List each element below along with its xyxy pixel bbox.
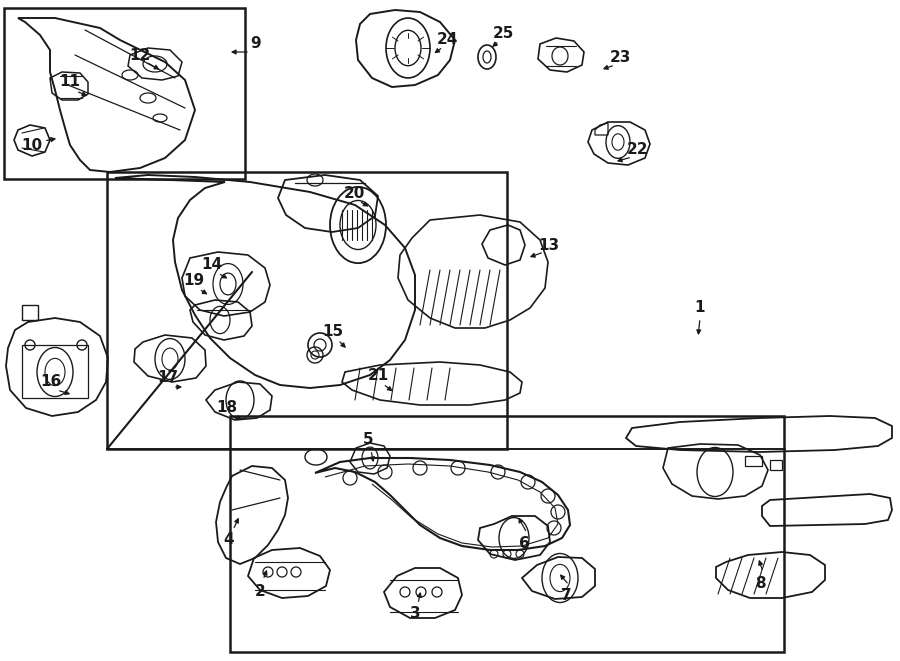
- Text: 2: 2: [255, 584, 266, 598]
- Text: 8: 8: [755, 576, 765, 590]
- Text: 10: 10: [22, 139, 42, 153]
- Text: 22: 22: [626, 141, 648, 157]
- Text: 17: 17: [158, 371, 178, 385]
- Text: 1: 1: [695, 299, 706, 315]
- Text: 9: 9: [251, 36, 261, 52]
- Text: 21: 21: [367, 368, 389, 383]
- Text: 7: 7: [561, 588, 572, 603]
- Text: 13: 13: [538, 237, 560, 253]
- Text: 6: 6: [518, 535, 529, 551]
- Bar: [107, 172, 507, 449]
- Bar: [4, 8, 245, 179]
- Text: 12: 12: [130, 48, 150, 63]
- Text: 24: 24: [436, 32, 458, 46]
- Text: 3: 3: [410, 607, 420, 621]
- Text: 15: 15: [322, 325, 344, 340]
- Text: 18: 18: [216, 401, 238, 416]
- Text: 14: 14: [202, 258, 222, 272]
- Text: 19: 19: [184, 274, 204, 288]
- Text: 23: 23: [609, 50, 631, 65]
- Text: 11: 11: [59, 75, 80, 89]
- Text: 16: 16: [40, 375, 61, 389]
- Text: 20: 20: [343, 186, 364, 200]
- Text: 25: 25: [492, 26, 514, 40]
- Text: 5: 5: [363, 432, 374, 447]
- Text: 4: 4: [224, 533, 234, 547]
- Bar: [230, 416, 784, 652]
